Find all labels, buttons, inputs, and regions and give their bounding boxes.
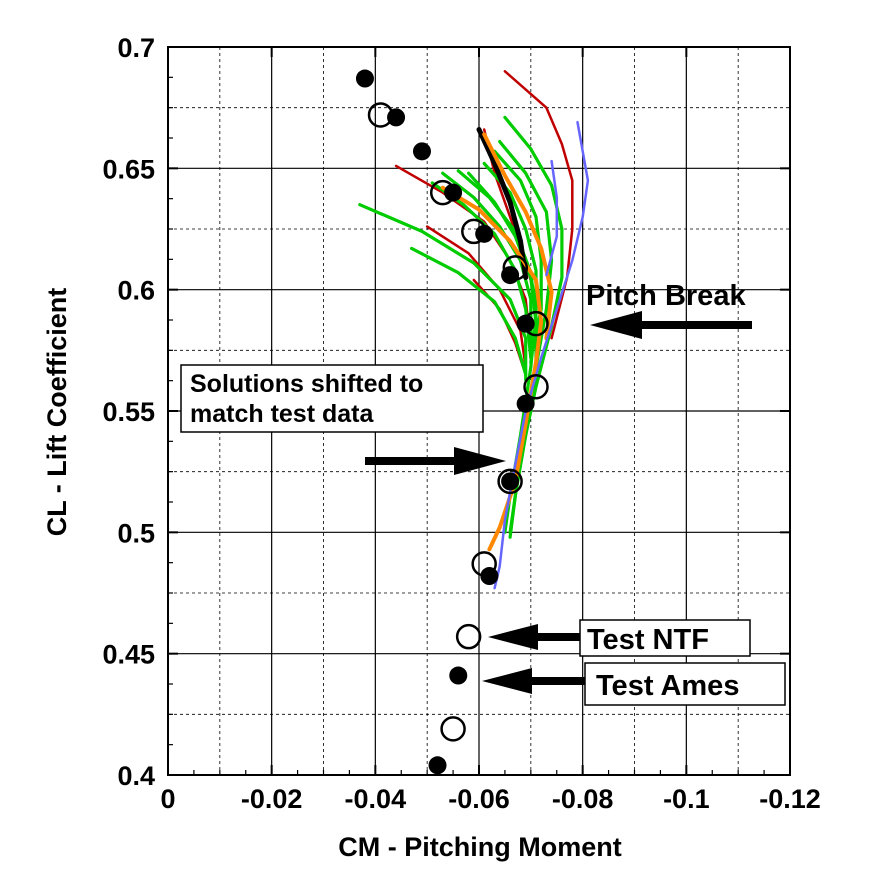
test-ntf-label-box: Test NTF [579, 619, 751, 657]
x-tick-labels: 0 -0.02 -0.04 -0.06 -0.08 -0.1 -0.12 [160, 784, 820, 814]
test-ntf-marker [440, 716, 466, 742]
solutions-shifted-line-1: Solutions shifted to [190, 370, 423, 398]
test-ntf-marker [497, 468, 523, 495]
solutions-shifted-line-2: match test data [190, 400, 374, 428]
test-ames-marker [475, 224, 494, 243]
cfd-solution-curves [358, 70, 590, 590]
y-tick-label: 0.6 [117, 276, 155, 306]
test-ames-marker [428, 756, 447, 775]
test-ames-marker [501, 472, 520, 491]
test-ames-marker [516, 394, 535, 413]
test-ames-label: Test Ames [596, 670, 739, 702]
solutions-shifted-annotation: Solutions shifted to match test data [180, 364, 484, 433]
solution-curve-blue [493, 120, 590, 590]
y-axis-title: CL - Lift Coefficient [42, 288, 72, 536]
test-ames-marker [444, 183, 463, 202]
test-ntf-marker [455, 623, 482, 650]
x-tick-label: -0.08 [552, 784, 614, 814]
y-tick-label: 0.4 [117, 761, 155, 791]
y-tick-label: 0.55 [102, 397, 155, 427]
y-tick-label: 0.45 [102, 640, 155, 670]
x-axis-title: CM - Pitching Moment [338, 832, 621, 862]
x-tick-label: -0.06 [448, 784, 510, 814]
solution-curve-blue [545, 159, 559, 277]
x-tick-label: -0.04 [345, 784, 407, 814]
y-tick-labels: 0.4 0.45 0.5 0.55 0.6 0.65 0.7 [102, 33, 155, 791]
test-ntf-arrow [488, 624, 580, 650]
test-ames-label-box: Test Ames [584, 662, 786, 706]
test-ames-marker [501, 266, 520, 285]
test-ntf-label: Test NTF [587, 624, 709, 656]
test-ames-arrow [482, 668, 585, 694]
solution-curve-green [410, 246, 528, 377]
tick-marks [167, 46, 791, 776]
solutions-shifted-arrow [365, 447, 506, 475]
test-ames-marker [480, 567, 499, 586]
test-ames-marker [412, 142, 431, 161]
pitch-break-arrow [590, 311, 752, 339]
y-tick-label: 0.5 [117, 518, 155, 548]
test-ames-marker [387, 108, 406, 127]
pitch-break-label: Pitch Break [586, 280, 746, 312]
test-ntf-marker [523, 373, 549, 400]
solution-curve-green [498, 140, 554, 369]
x-tick-label: -0.02 [241, 784, 303, 814]
test-ames-marker [516, 314, 535, 333]
x-tick-label: 0 [160, 784, 175, 814]
y-tick-label: 0.65 [102, 154, 155, 184]
test-ames-marker [355, 69, 374, 88]
solution-curve-orange [482, 132, 554, 341]
test-data-markers [355, 69, 549, 775]
solution-curve-green [358, 203, 528, 382]
y-tick-label: 0.7 [117, 33, 155, 63]
test-ames-marker [449, 666, 468, 685]
x-tick-label: -0.12 [759, 784, 821, 814]
solution-curve-black [476, 127, 529, 280]
x-tick-label: -0.1 [663, 784, 710, 814]
